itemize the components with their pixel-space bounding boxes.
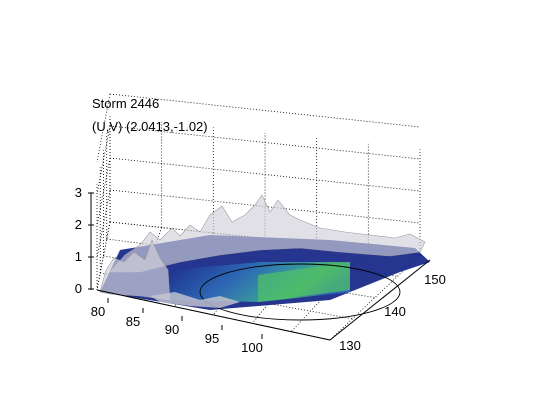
grid-line xyxy=(96,221,111,291)
z-tick-label: 1 xyxy=(75,249,82,264)
z-tick-label: 2 xyxy=(75,217,82,232)
x-tick-label: 100 xyxy=(241,340,263,355)
y-tick-label: 150 xyxy=(424,272,446,287)
x-tick-label: 85 xyxy=(126,314,140,329)
axes xyxy=(88,192,431,341)
storm-surface xyxy=(99,194,426,308)
x-tick-label: 95 xyxy=(205,331,219,346)
x-tick-label: 90 xyxy=(165,322,179,337)
x-axis-line xyxy=(96,289,331,341)
y-axis-line xyxy=(329,259,431,341)
grid-line xyxy=(96,157,111,227)
x-tick-label: 80 xyxy=(91,304,105,319)
tick-labels: 80 85 90 95 100 130 140 150 0 1 2 3 xyxy=(75,185,446,355)
grid-line xyxy=(96,125,111,195)
grid-line xyxy=(109,189,421,224)
chart-subtitle: (U,V) (2.0413,-1.02) xyxy=(92,119,208,134)
grid-line xyxy=(109,125,421,160)
z-tick-label: 3 xyxy=(75,185,82,200)
grid-line xyxy=(109,93,421,128)
surface-ridge-left xyxy=(99,239,171,301)
chart-title: Storm 2446 xyxy=(92,96,160,111)
y-tick-label: 140 xyxy=(384,304,406,319)
highlight-region xyxy=(258,262,350,302)
y-tick-label: 130 xyxy=(339,338,361,353)
surface-ridge-front xyxy=(150,292,240,308)
surface-ridge-back xyxy=(109,194,426,273)
z-tick-label: 0 xyxy=(75,281,82,296)
grid-line xyxy=(109,157,421,192)
footprint-ellipse xyxy=(199,263,401,321)
grid-line xyxy=(109,221,421,256)
grid-line xyxy=(96,189,111,259)
grid-line xyxy=(96,93,111,163)
